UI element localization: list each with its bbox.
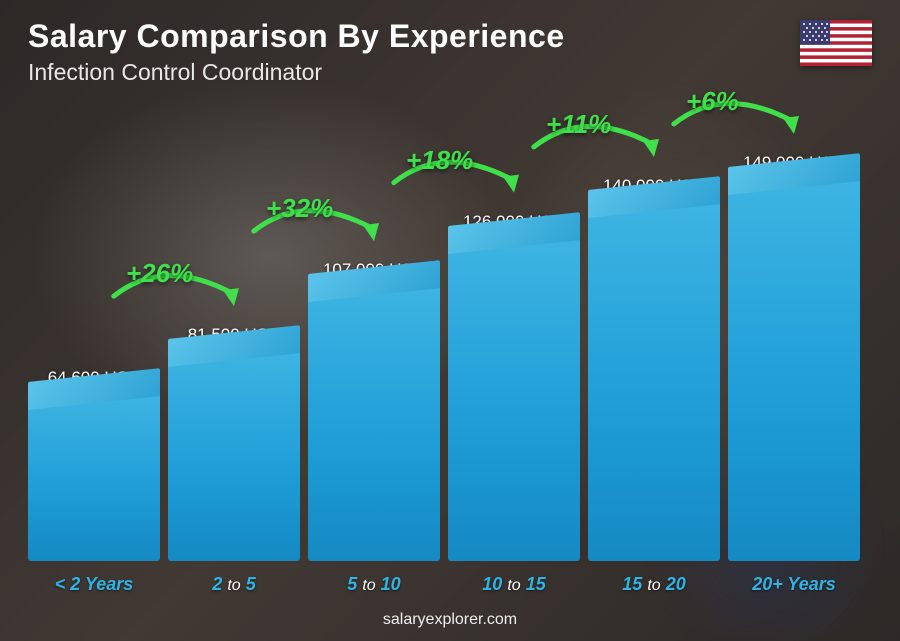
bar-shape [168, 353, 300, 561]
x-axis: < 2 Years 2 to 5 5 to 10 10 to 15 15 to 20 20… [28, 574, 860, 595]
bar-chart: 64,600 USD81,500 USD107,000 USD126,000 U… [28, 101, 860, 561]
bar: 64,600 USD [28, 101, 160, 561]
bar: 140,000 USD [588, 101, 720, 561]
page-title: Salary Comparison By Experience [28, 18, 565, 55]
x-axis-label: 15 to 20 [588, 574, 720, 595]
bar-shape [28, 396, 160, 561]
header: Salary Comparison By Experience Infectio… [28, 18, 565, 86]
bar-shape [728, 181, 860, 561]
bar: 126,000 USD [448, 101, 580, 561]
bar-shape [308, 288, 440, 561]
x-axis-label: 10 to 15 [448, 574, 580, 595]
x-axis-label: < 2 Years [28, 574, 160, 595]
bar: 149,000 USD [728, 101, 860, 561]
bar-shape [448, 240, 580, 561]
bar: 107,000 USD [308, 101, 440, 561]
x-axis-label: 2 to 5 [168, 574, 300, 595]
us-flag-icon [800, 20, 872, 66]
x-axis-label: 5 to 10 [308, 574, 440, 595]
bar: 81,500 USD [168, 101, 300, 561]
page-subtitle: Infection Control Coordinator [28, 59, 565, 86]
x-axis-label: 20+ Years [728, 574, 860, 595]
footer-attribution: salaryexplorer.com [0, 611, 900, 629]
bar-shape [588, 204, 720, 561]
